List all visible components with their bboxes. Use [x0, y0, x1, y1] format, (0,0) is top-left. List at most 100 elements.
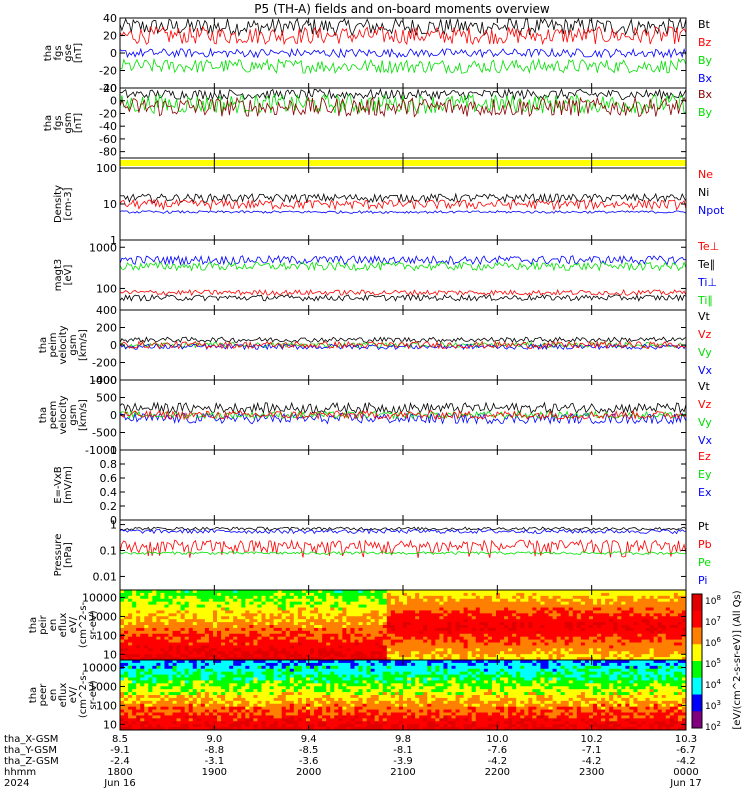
heatmap-cell	[253, 657, 258, 661]
heatmap-cell	[221, 697, 226, 702]
heatmap-cell	[168, 622, 173, 626]
heatmap-cell	[593, 642, 598, 646]
heatmap-cell	[172, 639, 177, 643]
heatmap-cell	[463, 651, 469, 655]
heatmap-cell	[188, 709, 194, 713]
heatmap-cell	[184, 709, 190, 713]
heatmap-cell	[403, 625, 408, 629]
heatmap-cell	[140, 721, 145, 725]
heatmap-cell	[403, 604, 408, 608]
heatmap-cell	[318, 695, 323, 699]
heatmap-cell	[362, 592, 368, 597]
heatmap-cell	[241, 657, 246, 661]
y-axis-label: tha	[43, 115, 54, 131]
heatmap-cell	[233, 651, 238, 655]
heatmap-cell	[172, 592, 177, 597]
heatmap-cell	[188, 625, 194, 629]
heatmap-cell	[269, 616, 275, 620]
heatmap-cell	[568, 657, 574, 661]
heatmap-cell	[322, 692, 327, 696]
heatmap-cell	[132, 674, 137, 678]
heatmap-cell	[233, 630, 238, 635]
heatmap-cell	[362, 613, 368, 617]
heatmap-cell	[184, 616, 190, 620]
heatmap-cell	[281, 665, 287, 670]
heatmap-cell	[601, 604, 606, 608]
heatmap-cell	[374, 595, 380, 600]
heatmap-cell	[168, 683, 173, 687]
heatmap-cell	[188, 598, 194, 603]
heatmap-cell	[152, 622, 157, 626]
heatmap-cell	[204, 697, 210, 702]
heatmap-cell	[471, 616, 477, 620]
heatmap-cell	[144, 627, 149, 632]
heatmap-cell	[132, 677, 137, 681]
heatmap-cell	[544, 598, 549, 603]
heatmap-cell	[176, 654, 182, 658]
heatmap-cell	[386, 595, 392, 600]
heatmap-cell	[386, 604, 392, 608]
heatmap-cell	[257, 677, 262, 681]
heatmap-cell	[354, 630, 359, 635]
heatmap-cell	[552, 651, 558, 655]
heatmap-cell	[140, 709, 145, 713]
heatmap-cell	[176, 680, 182, 684]
heatmap-cell	[560, 648, 566, 652]
heatmap-cell	[156, 665, 161, 670]
heatmap-cell	[257, 604, 262, 608]
heatmap-cell	[673, 619, 679, 623]
heatmap-cell	[148, 689, 153, 693]
heatmap-cell	[152, 651, 157, 655]
heatmap-cell	[564, 648, 570, 652]
heatmap-cell	[536, 648, 541, 652]
heatmap-cell	[168, 633, 173, 638]
y-tick-label: 1000	[89, 610, 117, 623]
heatmap-cell	[289, 633, 295, 638]
heatmap-cell	[277, 724, 283, 728]
heatmap-cell	[625, 607, 630, 611]
heatmap-cell	[180, 592, 186, 597]
heatmap-cell	[467, 622, 473, 626]
heatmap-cell	[176, 657, 182, 661]
heatmap-cell	[483, 598, 489, 603]
heatmap-cell	[504, 604, 509, 608]
heatmap-cell	[471, 642, 477, 646]
heatmap-cell	[269, 598, 275, 603]
heatmap-cell	[564, 633, 570, 638]
heatmap-cell	[277, 648, 283, 652]
heatmap-cell	[164, 692, 169, 696]
heatmap-cell	[310, 697, 315, 702]
heatmap-cell	[148, 668, 153, 673]
heatmap-cell	[657, 613, 663, 617]
heatmap-cell	[613, 622, 618, 626]
heatmap-cell	[140, 627, 145, 632]
heatmap-cell	[552, 616, 558, 620]
heatmap-cell	[156, 642, 161, 646]
heatmap-cell	[241, 665, 246, 670]
heatmap-cell	[645, 636, 651, 640]
heatmap-cell	[386, 607, 392, 611]
heatmap-cell	[261, 689, 266, 693]
heatmap-cell	[249, 592, 254, 597]
heatmap-cell	[229, 651, 234, 655]
heatmap-cell	[241, 601, 246, 605]
heatmap-cell	[544, 604, 549, 608]
heatmap-cell	[120, 695, 125, 699]
heatmap-cell	[431, 598, 436, 603]
heatmap-cell	[233, 709, 238, 713]
heatmap-cell	[310, 671, 315, 675]
heatmap-cell	[200, 610, 206, 614]
heatmap-cell	[601, 598, 606, 603]
heatmap-cell	[463, 616, 469, 620]
heatmap-cell	[576, 590, 582, 594]
heatmap-cell	[427, 633, 432, 638]
heatmap-cell	[322, 636, 327, 640]
heatmap-cell	[257, 601, 262, 605]
heatmap-cell	[358, 654, 363, 658]
heatmap-cell	[229, 639, 234, 643]
heatmap-cell	[208, 689, 214, 693]
heatmap-cell	[192, 712, 198, 716]
heatmap-cell	[301, 715, 307, 719]
heatmap-cell	[281, 598, 287, 603]
heatmap-cell	[237, 718, 242, 722]
